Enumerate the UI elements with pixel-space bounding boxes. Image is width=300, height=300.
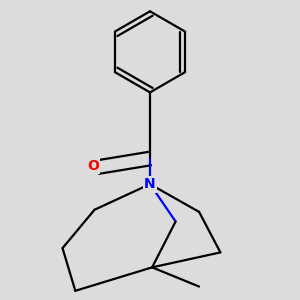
Text: N: N bbox=[144, 177, 156, 191]
Text: O: O bbox=[87, 159, 99, 173]
